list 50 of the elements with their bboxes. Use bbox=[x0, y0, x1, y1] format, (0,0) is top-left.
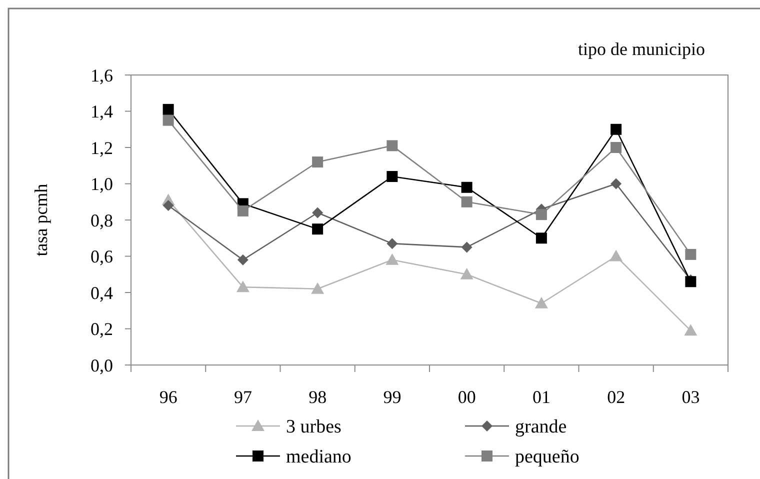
point bbox=[311, 282, 324, 294]
point bbox=[386, 238, 398, 250]
point bbox=[236, 280, 250, 292]
point bbox=[237, 254, 248, 266]
x-tick-label: 98 bbox=[308, 387, 327, 407]
point bbox=[610, 124, 622, 135]
point bbox=[312, 156, 324, 168]
point bbox=[386, 171, 398, 182]
y-tick-label: 0,2 bbox=[90, 319, 113, 340]
y-tick-label: 0,4 bbox=[90, 282, 113, 303]
point bbox=[460, 268, 474, 280]
y-tick-label: 0,8 bbox=[90, 210, 113, 230]
x-tick-label: 99 bbox=[383, 387, 402, 407]
x-tick-label: 03 bbox=[682, 387, 700, 407]
point bbox=[461, 242, 472, 253]
x-tick-label: 01 bbox=[532, 387, 550, 407]
point bbox=[237, 205, 248, 216]
legend-label: mediano bbox=[286, 446, 352, 468]
point bbox=[536, 232, 547, 244]
x-tick-label: 02 bbox=[607, 387, 626, 407]
y-tick-label: 1,0 bbox=[90, 174, 113, 194]
legend-label: grande bbox=[515, 416, 567, 438]
x-tick-label: 97 bbox=[234, 387, 252, 407]
y-tick-label: 1,4 bbox=[90, 102, 113, 122]
point bbox=[461, 196, 472, 208]
point bbox=[610, 178, 622, 190]
point bbox=[610, 250, 623, 262]
x-tick-label: 96 bbox=[159, 387, 178, 407]
legend-label: pequeño bbox=[515, 446, 580, 468]
point bbox=[312, 224, 324, 235]
y-tick-label: 0,0 bbox=[90, 355, 113, 376]
chart-title: tipo de municipio bbox=[578, 39, 705, 59]
point bbox=[684, 324, 698, 336]
y-axis-title: tasa pcmh bbox=[31, 184, 51, 256]
point bbox=[386, 253, 399, 265]
point bbox=[312, 207, 324, 218]
y-tick-label: 1,2 bbox=[90, 138, 113, 158]
point bbox=[162, 200, 174, 211]
point bbox=[685, 248, 696, 260]
point bbox=[610, 142, 622, 153]
y-tick-label: 1,6 bbox=[90, 65, 113, 86]
point bbox=[386, 140, 398, 152]
legend-label: 3 urbes bbox=[286, 416, 342, 438]
x-tick-label: 00 bbox=[458, 387, 476, 407]
point bbox=[534, 296, 548, 308]
point bbox=[536, 209, 547, 220]
point bbox=[461, 182, 472, 193]
y-tick-label: 0,6 bbox=[90, 246, 113, 267]
point bbox=[162, 114, 174, 126]
point bbox=[162, 104, 174, 115]
